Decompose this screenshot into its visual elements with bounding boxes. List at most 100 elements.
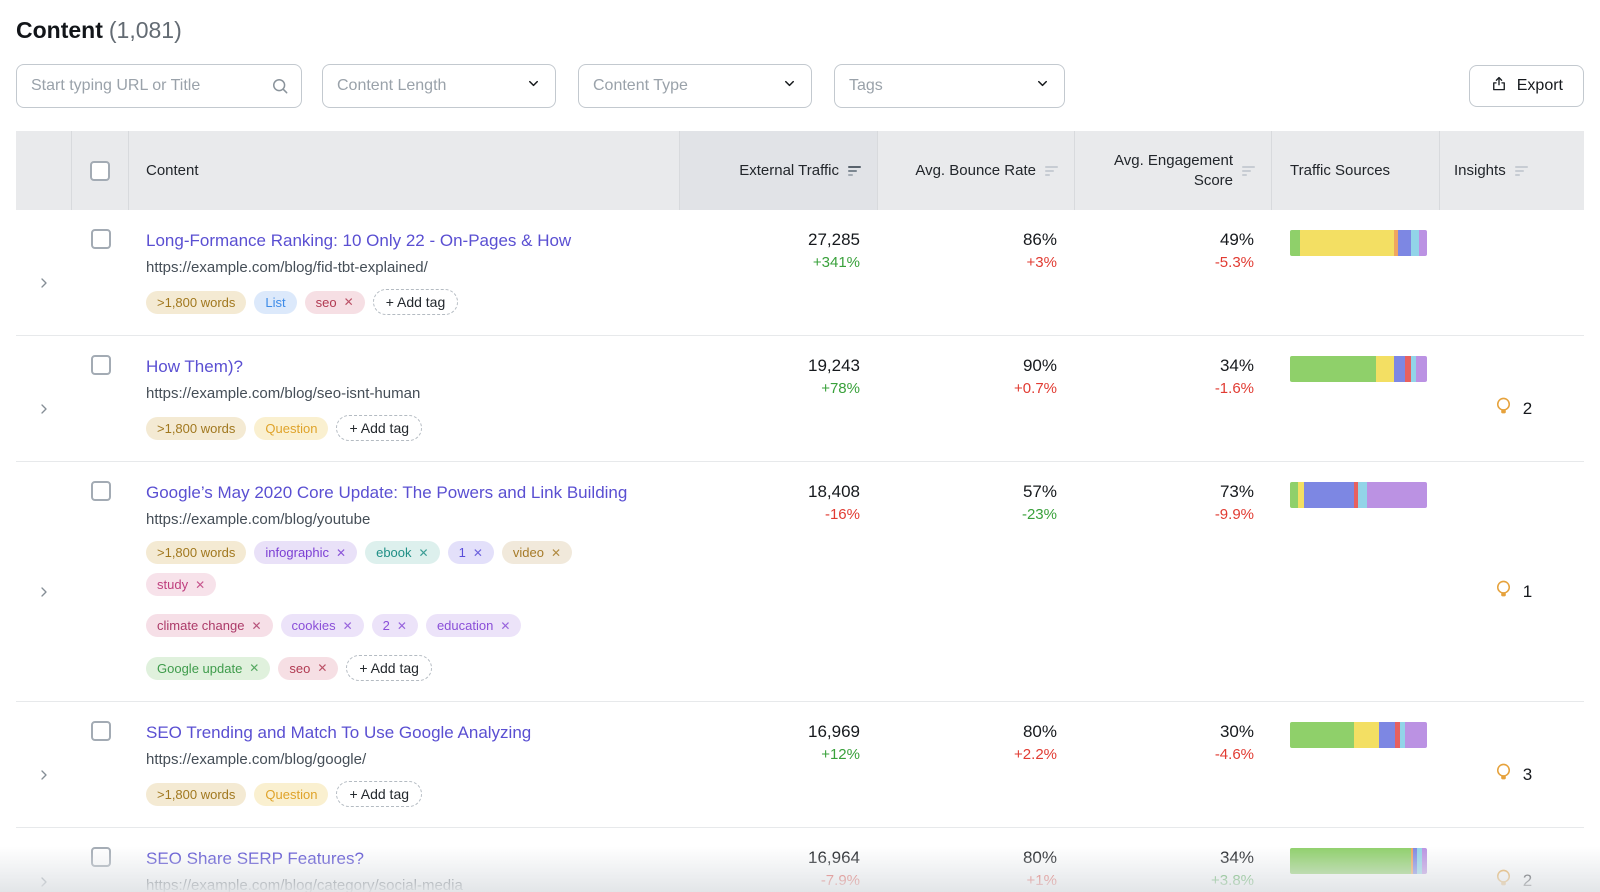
remove-tag-icon[interactable]: ✕ <box>500 618 511 633</box>
content-title-link[interactable]: SEO Share SERP Features? <box>146 849 364 868</box>
expand-row-button[interactable] <box>36 231 52 335</box>
export-button[interactable]: Export <box>1468 65 1584 107</box>
header-external-traffic[interactable]: External Traffic <box>680 131 878 210</box>
remove-tag-icon[interactable]: ✕ <box>550 545 562 560</box>
add-tag-button[interactable]: + Add tag <box>346 655 432 681</box>
add-tag-button[interactable]: + Add tag <box>336 781 423 807</box>
bar-segment-indigo <box>1303 482 1355 508</box>
insights-indicator[interactable]: 2 <box>1492 848 1532 892</box>
page-header: Content (1,081) <box>16 16 1584 44</box>
remove-tag-icon[interactable]: ✕ <box>195 577 206 592</box>
bounce-rate-cell: 80% +1% <box>878 828 1075 892</box>
content-cell: Long-Formance Ranking: 10 Only 22 - On-P… <box>129 210 680 335</box>
external-traffic-value: 16,969 <box>808 722 860 741</box>
engagement-score-value: 34% <box>1219 356 1254 375</box>
remove-tag-icon[interactable]: ✕ <box>396 618 407 633</box>
content-length-label: Content Length <box>337 77 447 94</box>
tag-pill: List <box>254 290 297 314</box>
header-bounce-rate[interactable]: Avg. Bounce Rate <box>878 131 1075 210</box>
tag-label: Question <box>265 420 318 436</box>
remove-tag-icon[interactable]: ✕ <box>418 545 429 560</box>
chevron-down-icon <box>1035 76 1050 96</box>
insights-count: 3 <box>1522 764 1533 784</box>
expand-row-button[interactable] <box>36 723 52 827</box>
header-insights[interactable]: Insights <box>1440 131 1584 210</box>
sort-icon[interactable] <box>1242 165 1255 176</box>
remove-tag-icon[interactable]: ✕ <box>336 545 347 560</box>
remove-tag-icon[interactable]: ✕ <box>343 295 354 309</box>
add-tag-button[interactable]: + Add tag <box>336 415 423 441</box>
chevron-down-icon <box>782 76 797 96</box>
tag-pill: ebook ✕ <box>365 541 440 564</box>
bounce-rate-change: -23% <box>1021 506 1057 523</box>
external-traffic-value: 19,243 <box>808 356 860 375</box>
tag-pill: 2 ✕ <box>371 614 418 637</box>
content-title-link[interactable]: How Them)? <box>146 357 243 376</box>
bar-segment-indigo <box>1379 722 1396 748</box>
header-expand-column <box>16 131 72 210</box>
tag-pill: infographic ✕ <box>254 541 358 564</box>
chevron-right-icon <box>41 404 47 414</box>
insights-indicator[interactable]: 3 <box>1492 722 1532 827</box>
header-engagement-score[interactable]: Avg. Engagement Score <box>1075 131 1272 210</box>
engagement-score-change: -4.6% <box>1214 746 1254 763</box>
engagement-score-change: -5.3% <box>1214 254 1254 271</box>
remove-tag-icon[interactable]: ✕ <box>317 661 328 675</box>
row-checkbox[interactable] <box>90 721 111 741</box>
content-cell: SEO Share SERP Features? https://example.… <box>129 828 680 892</box>
engagement-score-change: +3.8% <box>1211 872 1254 889</box>
bar-segment-purple <box>1418 230 1427 256</box>
traffic-sources-bar <box>1290 848 1427 874</box>
bounce-rate-change: +2.2% <box>1014 746 1057 763</box>
table-body: Long-Formance Ranking: 10 Only 22 - On-P… <box>16 210 1584 892</box>
expand-cell <box>16 336 72 461</box>
external-traffic-cell: 19,243 +78% <box>680 336 878 461</box>
traffic-sources-cell <box>1272 702 1440 827</box>
tag-label: climate change <box>157 618 245 633</box>
tag-pill: video ✕ <box>501 541 573 564</box>
row-checkbox[interactable] <box>90 847 111 867</box>
external-traffic-change: +12% <box>821 746 860 763</box>
content-title-link[interactable]: SEO Trending and Match To Use Google Ana… <box>146 723 532 742</box>
row-checkbox[interactable] <box>90 229 111 249</box>
checkbox-cell <box>72 462 129 701</box>
bar-segment-orange <box>1394 230 1399 256</box>
table-row: How Them)? https://example.com/blog/seo-i… <box>16 335 1584 461</box>
content-length-filter[interactable]: Content Length <box>322 64 556 108</box>
insights-indicator[interactable]: 1 <box>1492 482 1532 701</box>
insights-indicator[interactable]: 2 <box>1492 356 1532 461</box>
sort-icon[interactable] <box>1045 165 1058 176</box>
bar-segment-purple <box>1415 356 1427 382</box>
row-checkbox[interactable] <box>90 355 111 375</box>
content-title-link[interactable]: Google’s May 2020 Core Update: The Power… <box>146 483 628 502</box>
insights-count: 1 <box>1522 581 1533 601</box>
remove-tag-icon[interactable]: ✕ <box>472 545 483 560</box>
bounce-rate-value: 57% <box>1022 482 1057 501</box>
content-count: (1,081) <box>108 17 182 43</box>
tag-pill: cookies ✕ <box>280 614 364 637</box>
remove-tag-icon[interactable]: ✕ <box>342 618 353 633</box>
tag-label: Google update <box>157 660 243 676</box>
tags-filter[interactable]: Tags <box>834 64 1065 108</box>
search-input[interactable] <box>16 64 302 108</box>
table-header: Content External Traffic Avg. Bounce Rat… <box>16 131 1584 210</box>
select-all-checkbox[interactable] <box>90 160 110 181</box>
traffic-sources-cell <box>1272 336 1440 461</box>
engagement-score-change: -1.6% <box>1214 380 1254 397</box>
external-traffic-value: 16,964 <box>808 848 860 867</box>
sort-icon[interactable] <box>1514 165 1528 176</box>
bounce-rate-cell: 86% +3% <box>878 210 1075 335</box>
tag-label: ebook <box>376 545 412 560</box>
expand-row-button[interactable] <box>36 357 52 461</box>
expand-cell <box>16 702 72 827</box>
insights-count: 2 <box>1522 871 1533 890</box>
row-checkbox[interactable] <box>90 481 111 501</box>
remove-tag-icon[interactable]: ✕ <box>251 618 262 633</box>
remove-tag-icon[interactable]: ✕ <box>249 661 260 675</box>
add-tag-button[interactable]: + Add tag <box>372 289 459 315</box>
expand-row-button[interactable] <box>36 483 52 701</box>
content-type-filter[interactable]: Content Type <box>578 64 812 108</box>
sort-desc-icon[interactable] <box>848 165 861 176</box>
content-title-link[interactable]: Long-Formance Ranking: 10 Only 22 - On-P… <box>146 231 572 250</box>
expand-row-button[interactable] <box>36 849 52 892</box>
